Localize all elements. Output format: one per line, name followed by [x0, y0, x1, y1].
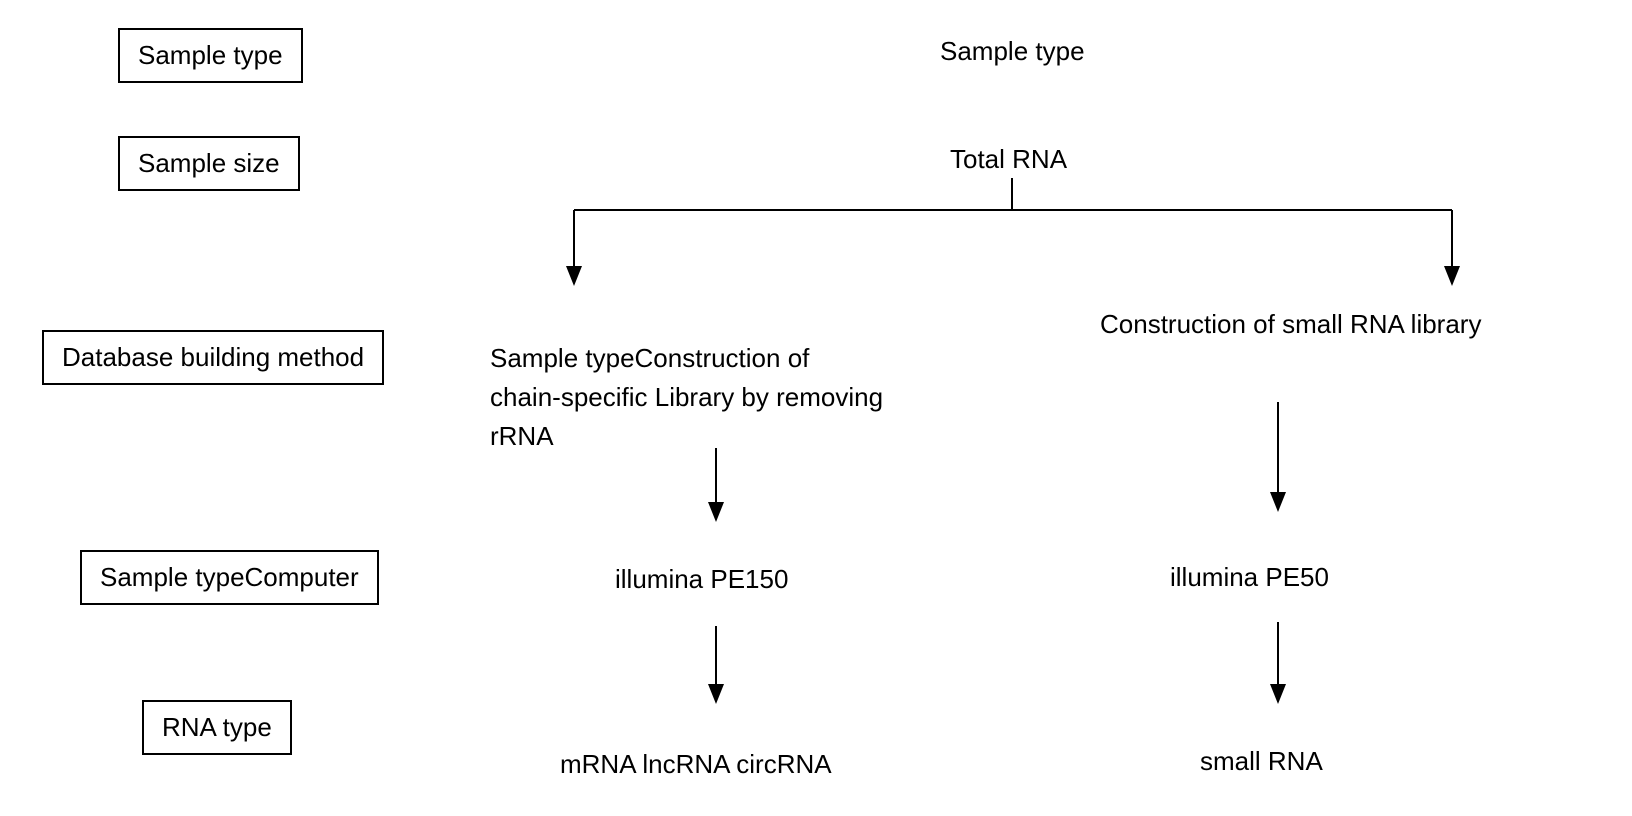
node-top-sample-type-label: Sample type	[940, 36, 1085, 66]
box-database-method: Database building method	[42, 330, 384, 385]
box-sample-type-computer-label: Sample typeComputer	[100, 562, 359, 592]
node-left-method-label: Sample typeConstruction of chain-specifi…	[490, 343, 883, 451]
box-sample-type: Sample type	[118, 28, 303, 83]
box-sample-size: Sample size	[118, 136, 300, 191]
node-right-computer-label: illumina PE50	[1170, 562, 1329, 592]
node-right-method-label: Construction of small RNA library	[1100, 309, 1481, 339]
node-top-sample-type: Sample type	[940, 32, 1085, 71]
node-total-rna-label: Total RNA	[950, 144, 1067, 174]
node-right-rna: small RNA	[1200, 742, 1323, 781]
node-left-computer: illumina PE150	[615, 560, 788, 599]
node-left-rna: mRNA lncRNA circRNA	[560, 745, 832, 784]
node-total-rna: Total RNA	[950, 140, 1067, 179]
box-sample-type-computer: Sample typeComputer	[80, 550, 379, 605]
node-right-method: Construction of small RNA library	[1100, 305, 1520, 344]
node-left-computer-label: illumina PE150	[615, 564, 788, 594]
box-sample-size-label: Sample size	[138, 148, 280, 178]
node-right-rna-label: small RNA	[1200, 746, 1323, 776]
node-left-method: Sample typeConstruction of chain-specifi…	[490, 300, 930, 456]
box-rna-type: RNA type	[142, 700, 292, 755]
box-rna-type-label: RNA type	[162, 712, 272, 742]
box-database-method-label: Database building method	[62, 342, 364, 372]
node-right-computer: illumina PE50	[1170, 558, 1329, 597]
box-sample-type-label: Sample type	[138, 40, 283, 70]
node-left-rna-label: mRNA lncRNA circRNA	[560, 749, 832, 779]
